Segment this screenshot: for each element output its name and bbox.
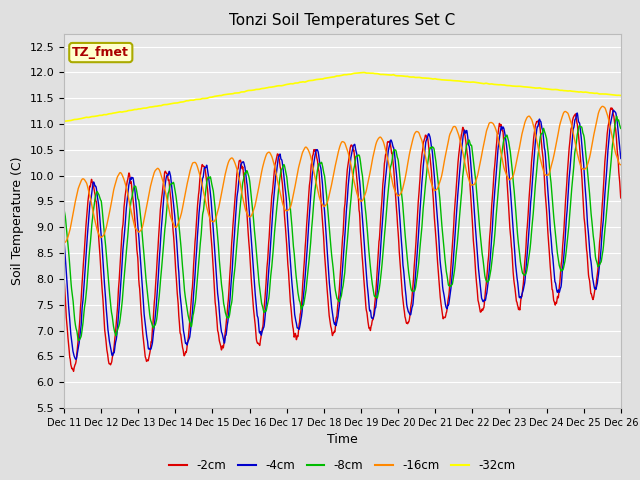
Y-axis label: Soil Temperature (C): Soil Temperature (C) <box>11 156 24 285</box>
Legend: -2cm, -4cm, -8cm, -16cm, -32cm: -2cm, -4cm, -8cm, -16cm, -32cm <box>164 455 520 477</box>
-32cm <box>397 73 404 79</box>
-4cm <box>180 328 188 334</box>
-32cm <box>617 93 625 98</box>
-2cm <box>180 349 188 355</box>
-16cm <box>216 201 223 207</box>
-8cm <box>397 184 404 190</box>
-2cm <box>607 105 615 111</box>
-2cm <box>70 369 77 374</box>
-32cm <box>617 93 625 98</box>
-32cm <box>564 88 572 94</box>
Line: -16cm: -16cm <box>64 107 621 242</box>
-16cm <box>598 104 606 109</box>
-16cm <box>564 110 572 116</box>
-16cm <box>406 146 414 152</box>
-2cm <box>617 194 625 200</box>
-32cm <box>60 119 68 124</box>
-16cm <box>179 201 187 207</box>
-8cm <box>617 125 625 131</box>
-32cm <box>179 99 187 105</box>
-4cm <box>72 356 79 362</box>
-16cm <box>617 162 625 168</box>
-2cm <box>60 277 68 283</box>
-32cm <box>406 74 414 80</box>
-4cm <box>216 312 223 318</box>
-4cm <box>617 155 625 160</box>
-8cm <box>612 113 620 119</box>
-8cm <box>216 261 223 266</box>
-32cm <box>360 70 368 75</box>
-8cm <box>180 274 188 280</box>
-2cm <box>397 269 404 275</box>
-2cm <box>617 195 625 201</box>
-4cm <box>564 192 572 197</box>
Text: TZ_fmet: TZ_fmet <box>72 46 129 59</box>
Line: -32cm: -32cm <box>64 72 621 121</box>
X-axis label: Time: Time <box>327 433 358 446</box>
-8cm <box>60 207 68 213</box>
-4cm <box>406 312 414 318</box>
-16cm <box>397 191 404 196</box>
-8cm <box>406 283 414 289</box>
-32cm <box>216 93 223 98</box>
Line: -8cm: -8cm <box>64 116 621 341</box>
-8cm <box>75 338 83 344</box>
-16cm <box>617 162 625 168</box>
Line: -2cm: -2cm <box>64 108 621 372</box>
-8cm <box>564 230 572 236</box>
-2cm <box>406 306 414 312</box>
-4cm <box>60 240 68 246</box>
Line: -4cm: -4cm <box>64 110 621 359</box>
-2cm <box>216 339 223 345</box>
-4cm <box>397 230 404 236</box>
-4cm <box>609 107 617 113</box>
-16cm <box>60 240 68 245</box>
-2cm <box>564 161 572 167</box>
-4cm <box>617 156 625 161</box>
-8cm <box>617 126 625 132</box>
Title: Tonzi Soil Temperatures Set C: Tonzi Soil Temperatures Set C <box>229 13 456 28</box>
